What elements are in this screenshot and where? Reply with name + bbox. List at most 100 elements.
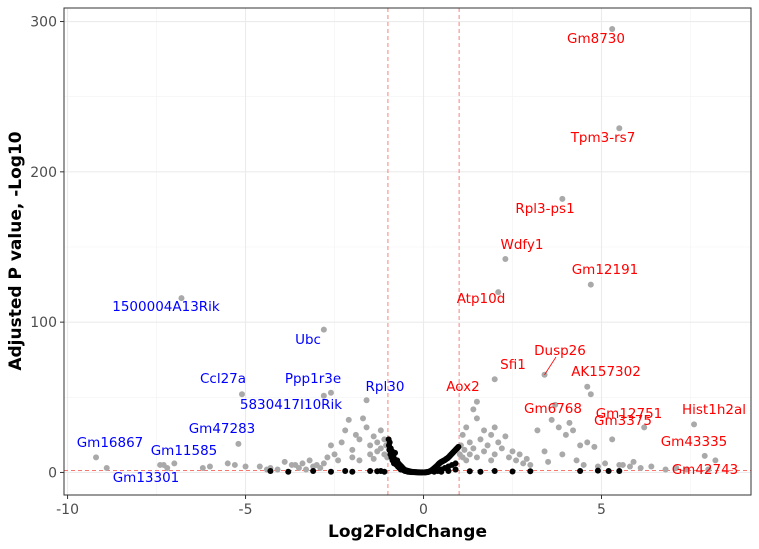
labeled-gene-point xyxy=(320,326,327,333)
gene-label: Gm13301 xyxy=(113,470,180,486)
labeled-gene-point xyxy=(587,281,594,288)
significant-point xyxy=(281,458,288,465)
data-points xyxy=(93,26,719,476)
significant-point xyxy=(484,442,491,449)
gene-label: Ppp1r3e xyxy=(285,371,341,387)
gene-label: 1500004A13Rik xyxy=(112,299,220,315)
significant-point xyxy=(342,427,349,434)
significant-point xyxy=(295,464,302,471)
significant-point xyxy=(466,439,473,446)
x-tick-label: -10 xyxy=(56,502,79,518)
significant-point xyxy=(306,457,313,464)
significant-point xyxy=(648,463,655,470)
nonsignificant-point xyxy=(342,467,349,474)
labeled-gene-point xyxy=(641,424,648,431)
significant-point xyxy=(470,445,477,452)
significant-point xyxy=(331,451,338,458)
significant-point xyxy=(463,424,470,431)
labeled-gene-point xyxy=(691,421,698,428)
significant-point xyxy=(673,464,680,471)
significant-point xyxy=(591,443,598,450)
labeled-gene-point xyxy=(609,26,616,33)
gene-label: Gm43335 xyxy=(661,434,728,450)
significant-point xyxy=(541,448,548,455)
labeled-gene-point xyxy=(584,383,591,390)
significant-point xyxy=(626,463,633,470)
significant-point xyxy=(505,454,512,461)
significant-point xyxy=(459,431,466,438)
significant-point xyxy=(555,424,562,431)
labeled-gene-point xyxy=(712,457,719,464)
labeled-gene-point xyxy=(93,454,100,461)
significant-point xyxy=(274,466,281,473)
significant-point xyxy=(367,451,374,458)
significant-point xyxy=(477,436,484,443)
nonsignificant-point xyxy=(445,467,452,474)
nonsignificant-point xyxy=(392,449,399,456)
nonsignificant-point xyxy=(466,468,473,475)
x-tick-label: 5 xyxy=(597,502,606,518)
nonsignificant-point xyxy=(452,460,459,467)
nonsignificant-point xyxy=(616,467,623,474)
significant-point xyxy=(584,439,591,446)
significant-point xyxy=(705,466,712,473)
significant-point xyxy=(488,431,495,438)
gene-label: 5830417I10Rik xyxy=(240,397,342,413)
significant-point xyxy=(349,446,356,453)
gene-label: Dusp26 xyxy=(534,343,586,359)
nonsignificant-point xyxy=(491,467,498,474)
significant-point xyxy=(683,466,690,473)
nonsignificant-point xyxy=(455,443,462,450)
gene-label: AK157302 xyxy=(571,364,641,380)
labeled-gene-point xyxy=(701,452,708,459)
gene-label: Gm8730 xyxy=(567,31,625,47)
significant-point xyxy=(523,455,530,462)
significant-point xyxy=(466,451,473,458)
significant-point xyxy=(488,457,495,464)
x-axis-title: Log2FoldChange xyxy=(328,522,487,542)
gene-label: Rpl3-ps1 xyxy=(515,201,574,217)
nonsignificant-point xyxy=(509,468,516,475)
significant-point xyxy=(577,442,584,449)
significant-point xyxy=(367,442,374,449)
significant-point xyxy=(349,454,356,461)
nonsignificant-point xyxy=(594,467,601,474)
significant-point xyxy=(509,448,516,455)
y-tick-label: 0 xyxy=(48,465,57,481)
significant-point xyxy=(231,461,238,468)
y-axis-title: Adjusted P value, -Log10 xyxy=(6,131,26,370)
significant-point xyxy=(242,463,249,470)
significant-point xyxy=(345,416,352,423)
labeled-gene-point xyxy=(548,416,555,423)
significant-point xyxy=(559,451,566,458)
gene-label: Gm12751 xyxy=(596,406,663,422)
significant-point xyxy=(256,463,263,470)
labeled-gene-point xyxy=(327,389,334,396)
significant-point xyxy=(103,464,110,471)
significant-point xyxy=(356,436,363,443)
labeled-gene-point xyxy=(502,256,509,263)
labeled-gene-point xyxy=(473,398,480,405)
significant-point xyxy=(552,401,559,408)
nonsignificant-point xyxy=(310,467,317,474)
plot-panel xyxy=(64,8,751,495)
gene-label: Gm11585 xyxy=(151,443,218,459)
labeled-gene-point xyxy=(320,392,327,399)
significant-point xyxy=(352,431,359,438)
significant-point xyxy=(470,406,477,413)
significant-point xyxy=(609,436,616,443)
gene-label: Gm12191 xyxy=(572,262,639,278)
gene-label: Tpm3-rs7 xyxy=(570,130,636,146)
significant-point xyxy=(481,448,488,455)
label-connectors xyxy=(544,356,557,375)
significant-point xyxy=(327,442,334,449)
nonsignificant-point xyxy=(527,468,534,475)
significant-point xyxy=(473,454,480,461)
x-tick-label: 0 xyxy=(419,502,428,518)
gene-label: Atp10d xyxy=(457,291,506,307)
gene-label: Gm6768 xyxy=(524,401,582,417)
significant-point xyxy=(502,433,509,440)
significant-point xyxy=(299,460,306,467)
labeled-gene-point xyxy=(238,391,245,398)
